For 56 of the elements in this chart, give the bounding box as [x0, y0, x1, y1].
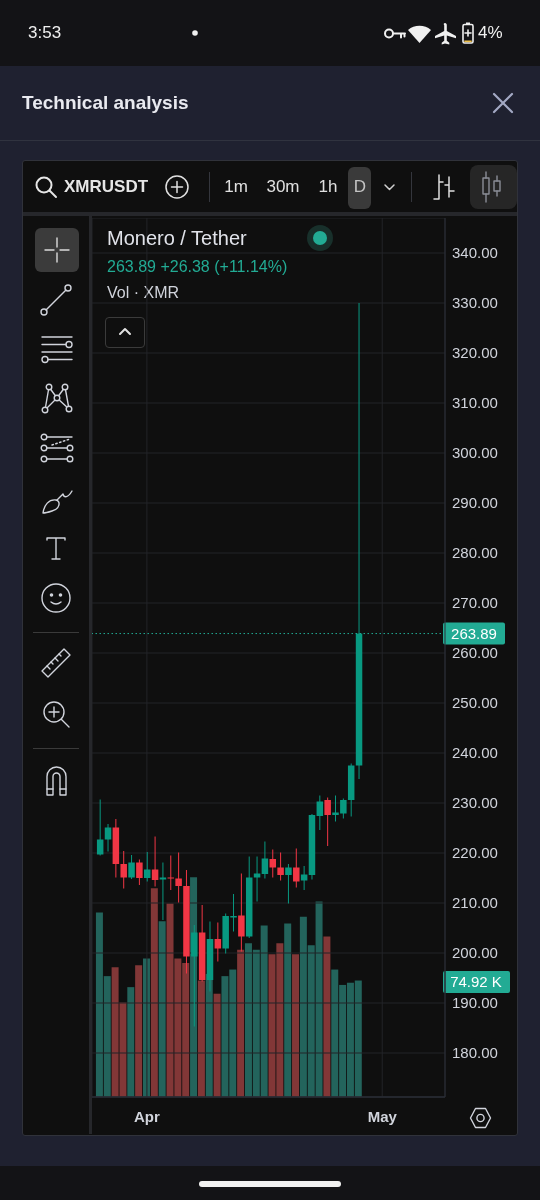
- x-tick-label: Apr: [133, 1107, 160, 1125]
- text: 74.92 K: [450, 972, 502, 990]
- candlestick: [300, 865, 308, 891]
- bar: [213, 993, 221, 1097]
- y-tick-label: 220.00: [452, 844, 498, 862]
- bar: [292, 954, 300, 1097]
- candlestick: [96, 799, 104, 856]
- y-tick-label: 260.00: [452, 644, 498, 662]
- text: D: [353, 176, 367, 196]
- y-tick-label: 180.00: [452, 1044, 498, 1062]
- candlestick: [214, 922, 222, 962]
- y-tick-label: 190.00: [452, 994, 498, 1012]
- y-tick-label: 240.00: [452, 744, 498, 762]
- candlestick: [136, 859, 143, 886]
- candlestick: [104, 823, 112, 852]
- candlestick: [159, 862, 167, 921]
- bar: [127, 987, 135, 1097]
- text: 1h: [318, 176, 338, 196]
- y-tick-label: 270.00: [452, 594, 498, 612]
- text: 3:53: [28, 22, 62, 42]
- candlestick: [269, 849, 276, 878]
- y-tick-label: 300.00: [452, 444, 498, 462]
- bar: [323, 936, 331, 1097]
- y-tick-label: 310.00: [452, 394, 498, 412]
- candlestick: [293, 848, 300, 888]
- y-tick-label: 340.00: [452, 244, 498, 262]
- candlestick: [120, 850, 127, 889]
- x-tick-label: May: [367, 1107, 398, 1125]
- y-tick-label: 200.00: [452, 944, 498, 962]
- y-tick-label: 330.00: [452, 294, 498, 312]
- text: 4%: [478, 22, 503, 42]
- text: 30m: [266, 176, 300, 196]
- bar: [158, 921, 166, 1097]
- candlestick: [277, 852, 284, 881]
- y-tick-label: 290.00: [452, 494, 498, 512]
- y-tick-label: 250.00: [452, 694, 498, 712]
- y-tick-label: 320.00: [452, 344, 498, 362]
- y-tick-label: 280.00: [452, 544, 498, 562]
- candlestick: [128, 854, 135, 880]
- candlestick: [285, 863, 292, 904]
- bar: [284, 923, 292, 1097]
- text: 263.89 +26.38 (+11.14%): [107, 258, 288, 276]
- chart-title: Monero / Tether: [107, 227, 247, 249]
- ref-line-label: 263.89: [451, 624, 497, 642]
- candlestick: [324, 797, 331, 847]
- y-tick-label: 210.00: [452, 894, 498, 912]
- chart-title: Vol · XMR: [107, 284, 180, 302]
- y-tick-label: 230.00: [452, 794, 498, 812]
- text: Technical analysis: [22, 91, 189, 113]
- bar: [150, 888, 158, 1097]
- bar: [237, 949, 245, 1097]
- text: 1m: [224, 176, 248, 196]
- bar: [135, 965, 143, 1097]
- candlestick: [253, 856, 261, 902]
- candlestick: [175, 852, 182, 903]
- text: XMRUSDT: [64, 176, 149, 196]
